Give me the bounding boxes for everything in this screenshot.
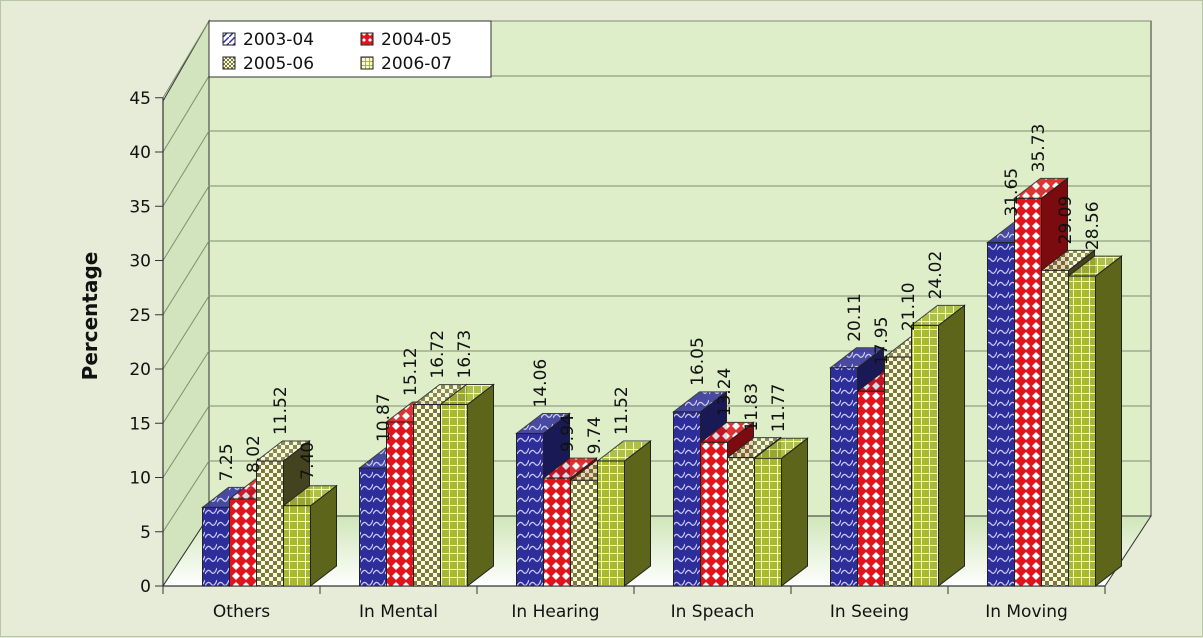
- category-label: In Speach: [671, 602, 755, 622]
- bar-front: [413, 404, 441, 587]
- y-axis-label: Percentage: [78, 252, 102, 381]
- bar-front: [202, 506, 230, 587]
- bar-front: [543, 477, 571, 587]
- category-label: In Mental: [359, 602, 438, 622]
- y-tick-label: 25: [129, 306, 151, 326]
- bar-front: [570, 479, 598, 587]
- data-label: 11.77: [769, 384, 789, 433]
- y-tick-label: 20: [129, 360, 151, 380]
- category-label: In Moving: [985, 602, 1068, 622]
- data-label: 11.52: [612, 386, 632, 435]
- bar-front: [1014, 197, 1042, 587]
- category-label: In Hearing: [511, 602, 599, 622]
- legend-label: 2004-05: [381, 30, 452, 50]
- bar-front: [229, 498, 257, 587]
- bar-front: [1041, 269, 1069, 587]
- data-label: 10.87: [374, 393, 394, 442]
- bar-front: [830, 367, 858, 587]
- data-label: 21.10: [899, 282, 919, 331]
- y-axis: 0 5 10 15 20 25 30 35 40 45: [129, 89, 164, 597]
- data-label: 7.25: [217, 443, 237, 481]
- data-label: 24.02: [926, 251, 946, 300]
- data-label: 14.06: [531, 359, 551, 408]
- bar-side: [781, 437, 808, 588]
- legend-swatch: [222, 56, 236, 70]
- legend-swatch: [222, 32, 236, 46]
- data-label: 35.73: [1029, 124, 1049, 173]
- data-label: 28.56: [1083, 201, 1103, 250]
- bar-front: [1068, 275, 1096, 587]
- gridline: [162, 240, 1151, 316]
- bar-front: [516, 432, 544, 587]
- bar-front: [754, 457, 782, 587]
- bar-side: [1095, 255, 1122, 588]
- category-label: Others: [213, 602, 270, 622]
- y-tick-label: 40: [129, 143, 151, 163]
- legend-swatch: [360, 56, 374, 70]
- bar-front: [283, 505, 311, 587]
- data-label: 16.05: [688, 337, 708, 386]
- legend-label: 2006-07: [381, 54, 452, 74]
- y-tick-label: 45: [129, 89, 151, 109]
- y-tick-label: 35: [129, 197, 151, 217]
- data-label: 16.72: [428, 330, 448, 379]
- bar-front: [700, 441, 728, 587]
- data-label: 9.74: [585, 416, 605, 454]
- data-label: 8.02: [244, 435, 264, 473]
- gridline: [162, 185, 1151, 261]
- data-label: 9.94: [558, 414, 578, 452]
- x-axis: Others In Mental In Hearing In Speach In See…: [162, 585, 1106, 622]
- y-tick-label: 0: [140, 577, 151, 597]
- data-label: 17.95: [872, 317, 892, 366]
- y-tick-label: 5: [140, 523, 151, 543]
- bar-front: [597, 460, 625, 587]
- bar-front: [386, 421, 414, 587]
- data-label: 11.83: [742, 383, 762, 432]
- bar: [439, 383, 495, 588]
- bars: [201, 177, 1123, 588]
- bar-front: [440, 403, 468, 587]
- bar-side: [624, 439, 651, 588]
- data-labels: 7.25 8.02 11.52 7.40 10.87 15.12 16.72 16.73 14.…: [217, 124, 1103, 482]
- data-label: 7.40: [298, 442, 318, 480]
- legend-swatch: [360, 32, 374, 46]
- bar-front: [987, 242, 1015, 587]
- data-label: 13.24: [715, 368, 735, 417]
- data-label: 15.12: [401, 347, 421, 396]
- bar-front: [673, 411, 701, 587]
- bar: [282, 484, 338, 588]
- category-label: In Seeing: [830, 602, 909, 622]
- data-label: 20.11: [845, 293, 865, 342]
- bar: [910, 304, 966, 588]
- bar-side: [467, 383, 494, 588]
- legend-box: [208, 20, 492, 78]
- gridline: [162, 350, 1151, 424]
- data-label: 11.52: [271, 386, 291, 435]
- bar: [596, 439, 652, 588]
- y-tick-label: 30: [129, 252, 151, 272]
- legend: 2003-04 2004-05 2005-06 2006-07: [208, 20, 492, 78]
- bar: [1067, 255, 1123, 588]
- bar-side: [938, 304, 965, 588]
- bar-front: [727, 457, 755, 587]
- bar-front: [359, 467, 387, 587]
- bar-front: [884, 356, 912, 587]
- legend-label: 2003-04: [243, 30, 314, 50]
- bar: [753, 437, 809, 588]
- legend-label: 2005-06: [243, 54, 314, 74]
- gridline: [162, 130, 1151, 207]
- data-label: 29.09: [1056, 196, 1076, 245]
- y-tick-label: 15: [129, 414, 151, 434]
- bar-front: [857, 390, 885, 587]
- gridline: [162, 295, 1151, 370]
- bar-front: [911, 324, 939, 587]
- data-label: 16.73: [455, 330, 475, 379]
- bar-front: [256, 460, 284, 587]
- y-tick-label: 10: [129, 469, 151, 489]
- data-label: 31.65: [1002, 168, 1022, 217]
